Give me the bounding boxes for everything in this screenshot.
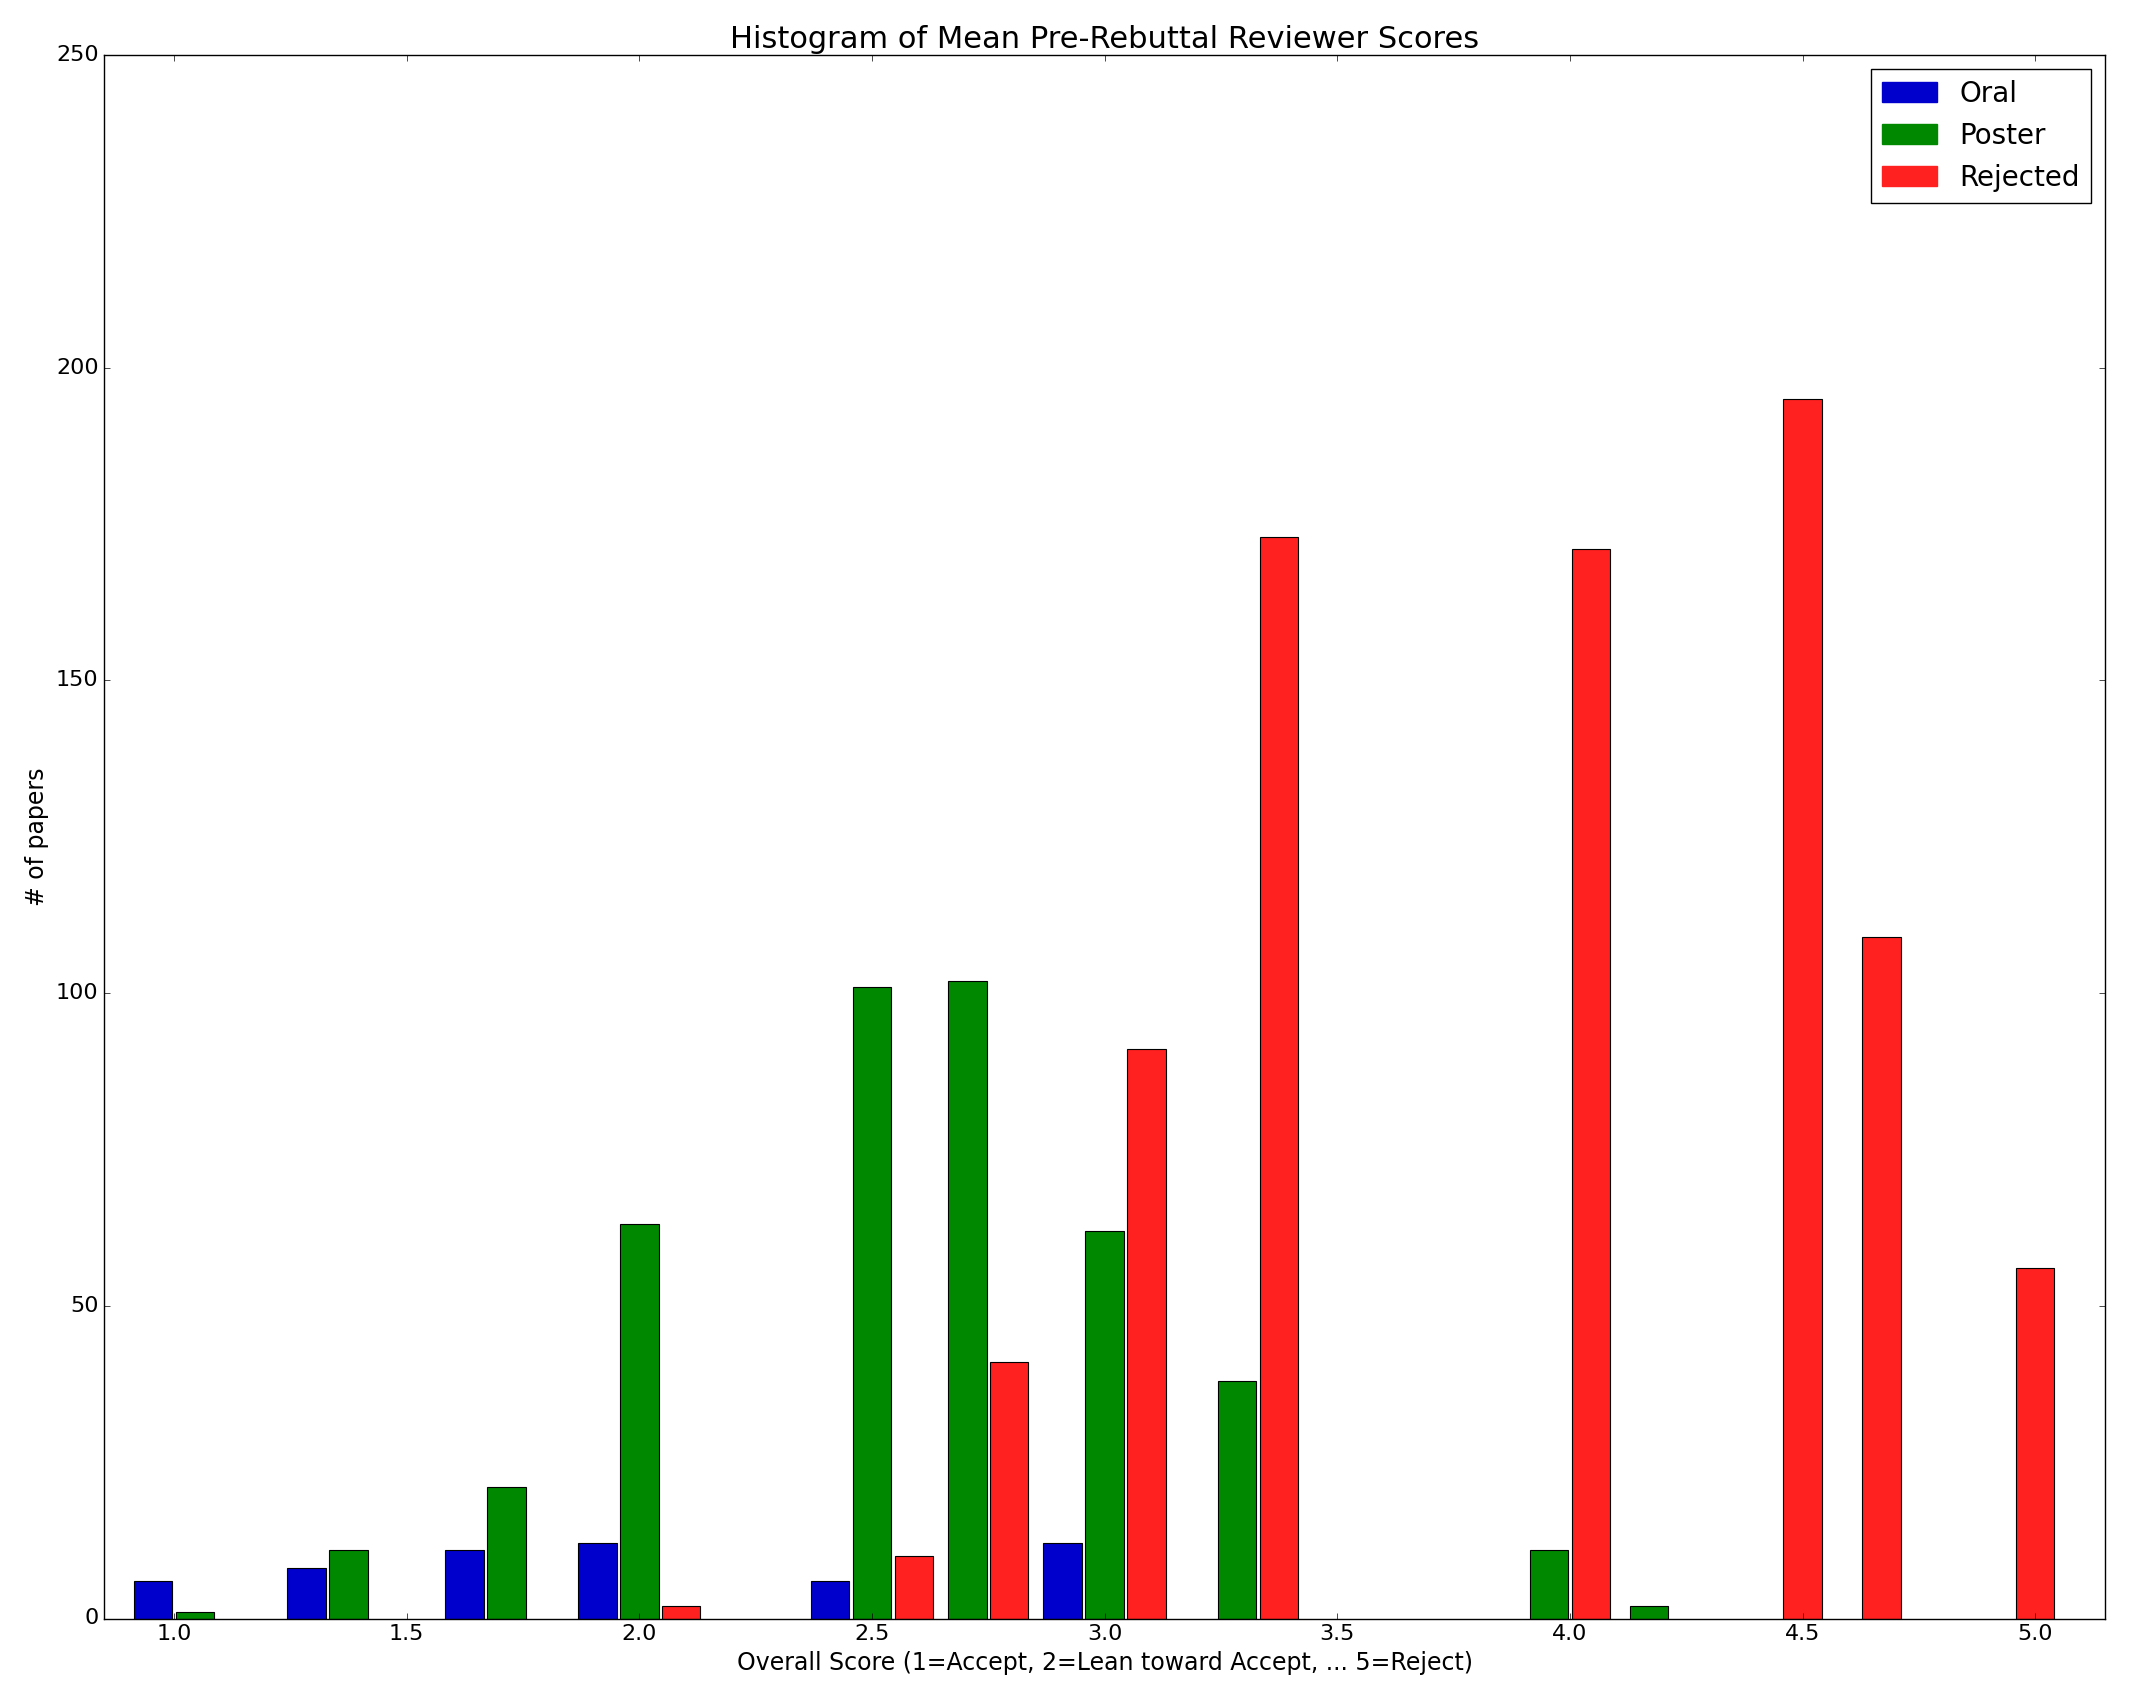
Bar xyxy=(1044,1544,1082,1618)
Bar xyxy=(488,1488,526,1618)
Bar xyxy=(288,1569,326,1618)
Bar xyxy=(662,1606,701,1618)
Bar xyxy=(1218,1380,1257,1618)
Bar xyxy=(445,1550,484,1618)
Bar xyxy=(134,1581,173,1618)
Bar xyxy=(1572,549,1610,1618)
Bar xyxy=(620,1224,658,1618)
Bar xyxy=(1259,537,1299,1618)
Legend: Oral, Poster, Rejected: Oral, Poster, Rejected xyxy=(1870,68,2092,202)
X-axis label: Overall Score (1=Accept, 2=Lean toward Accept, ... 5=Reject): Overall Score (1=Accept, 2=Lean toward A… xyxy=(737,1651,1472,1674)
Bar xyxy=(812,1581,850,1618)
Bar xyxy=(577,1544,616,1618)
Bar xyxy=(990,1362,1029,1618)
Bar xyxy=(1529,1550,1568,1618)
Title: Histogram of Mean Pre-Rebuttal Reviewer Scores: Histogram of Mean Pre-Rebuttal Reviewer … xyxy=(731,26,1478,54)
Bar xyxy=(330,1550,368,1618)
Bar xyxy=(1086,1231,1125,1618)
Bar xyxy=(1127,1049,1165,1618)
Bar xyxy=(1629,1606,1668,1618)
Bar xyxy=(852,986,890,1618)
Bar xyxy=(1783,400,1821,1618)
Bar xyxy=(1862,937,1900,1618)
Bar xyxy=(895,1556,933,1618)
Y-axis label: # of papers: # of papers xyxy=(26,767,49,906)
Bar xyxy=(948,981,986,1618)
Bar xyxy=(175,1612,215,1618)
Bar xyxy=(2015,1268,2055,1618)
